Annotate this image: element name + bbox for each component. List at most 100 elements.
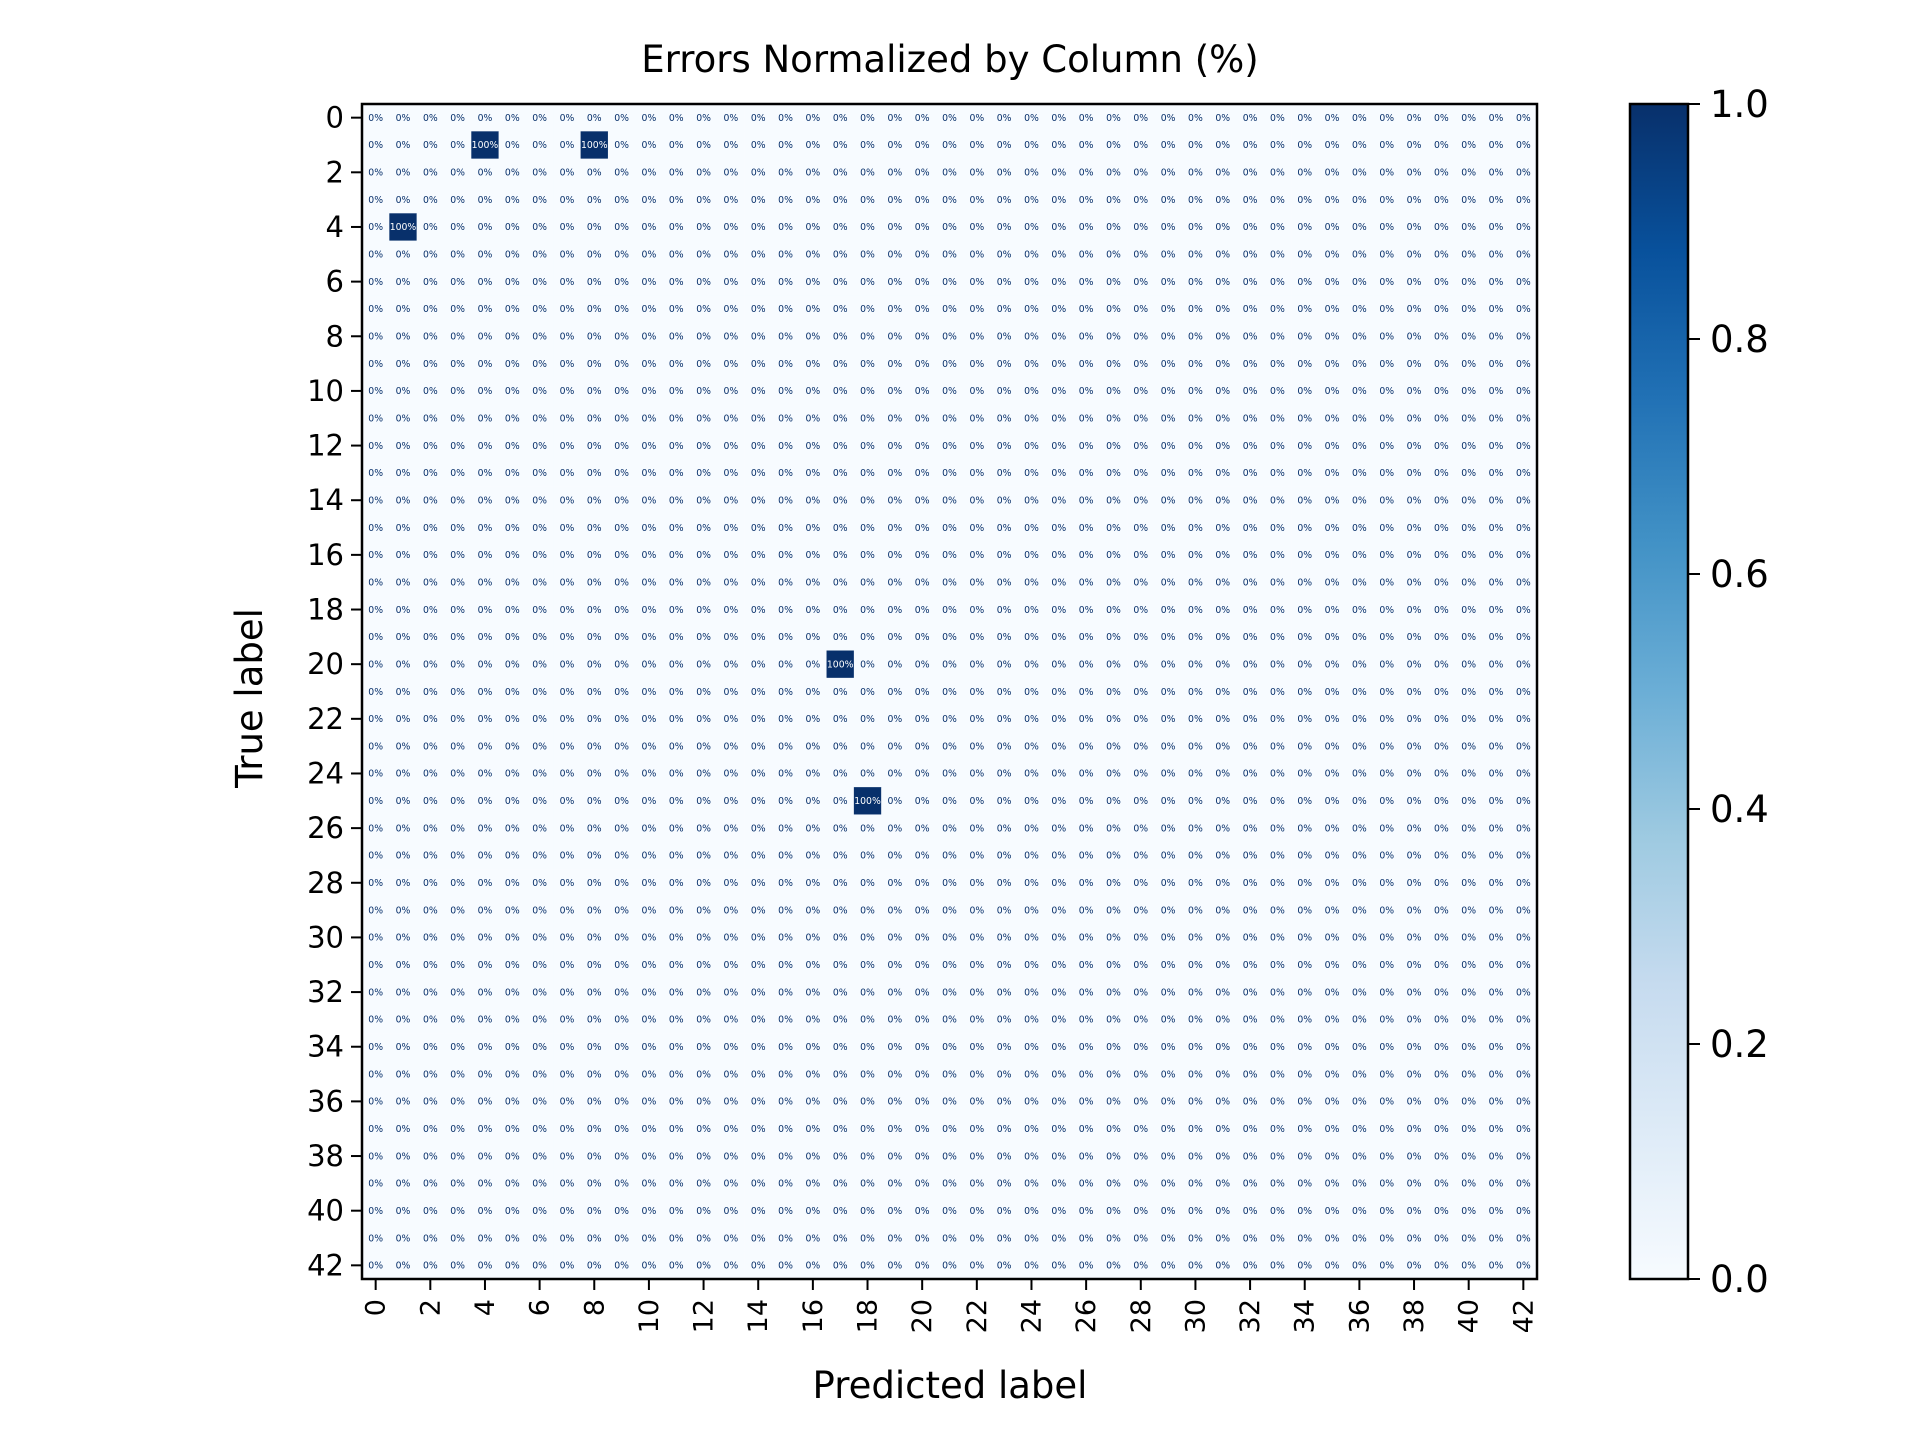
cell-value-label: 0%: [969, 1179, 984, 1190]
cell-value-label: 0%: [505, 304, 520, 315]
cell-value-label: 0%: [1161, 878, 1176, 889]
cell-value-label: 0%: [805, 113, 820, 124]
cell-value-label: 0%: [1270, 523, 1285, 534]
heatmap-cell: [963, 377, 991, 405]
heatmap-cell: [1072, 349, 1101, 378]
cell-value-label: 0%: [805, 413, 820, 424]
heatmap-cell: [635, 349, 663, 378]
cell-value-label: 0%: [1133, 168, 1148, 179]
heatmap-cell: [416, 185, 445, 214]
cell-value-label: 0%: [1461, 1042, 1476, 1053]
heatmap-cell: [1345, 595, 1374, 624]
cell-value-label: 0%: [423, 878, 438, 889]
cell-value-label: 0%: [915, 605, 930, 616]
heatmap-cell: [1181, 295, 1210, 323]
cell-value-label: 0%: [450, 140, 465, 151]
cell-value-label: 0%: [751, 1069, 766, 1080]
cell-value-label: 0%: [1079, 523, 1094, 534]
cell-value-label: 0%: [1243, 1042, 1258, 1053]
y-tick-label: 22: [307, 702, 344, 736]
heatmap-cell: [525, 595, 554, 624]
heatmap-cell: [881, 131, 909, 159]
cell-value-label: 0%: [1325, 222, 1340, 233]
heatmap-cell: [853, 623, 882, 651]
cell-value-label: 0%: [614, 796, 629, 807]
cell-value-label: 0%: [614, 359, 629, 370]
heatmap-cell: [1455, 431, 1483, 460]
heatmap-cell: [498, 650, 527, 679]
heatmap-cell: [1072, 322, 1101, 351]
cell-value-label: 0%: [833, 960, 848, 971]
heatmap-cell: [1291, 349, 1319, 378]
cell-value-label: 0%: [1188, 359, 1203, 370]
cell-value-label: 0%: [587, 769, 602, 780]
cell-value-label: 0%: [505, 632, 520, 643]
heatmap-cell: [1236, 131, 1265, 159]
heatmap-cell: [826, 295, 855, 323]
cell-value-label: 0%: [1297, 905, 1312, 916]
cell-value-label: 0%: [1024, 1069, 1039, 1080]
heatmap-cell: [580, 322, 609, 351]
heatmap-cell: [853, 568, 882, 597]
cell-value-label: 0%: [450, 823, 465, 834]
cell-value-label: 0%: [423, 714, 438, 725]
heatmap-cell: [389, 158, 417, 187]
heatmap-cell: [1045, 131, 1073, 159]
cell-value-label: 0%: [860, 495, 875, 506]
heatmap-cell: [963, 213, 991, 241]
cell-value-label: 0%: [423, 1042, 438, 1053]
cell-value-label: 0%: [1243, 769, 1258, 780]
cell-value-label: 0%: [1051, 1015, 1066, 1026]
heatmap-cell: [1318, 568, 1347, 597]
cell-value-label: 0%: [560, 1015, 575, 1026]
heatmap-cell: [635, 431, 663, 460]
cell-value-label: 0%: [1461, 1151, 1476, 1162]
cell-value-label: 0%: [1379, 796, 1394, 807]
heatmap-cell: [443, 541, 472, 569]
cell-value-label: 0%: [505, 250, 520, 261]
cell-value-label: 0%: [1024, 960, 1039, 971]
cell-value-label: 0%: [423, 386, 438, 397]
cell-value-label: 0%: [1325, 195, 1340, 206]
cell-value-label: 0%: [532, 113, 547, 124]
heatmap-cell: [1181, 541, 1210, 569]
cell-value-label: 0%: [1461, 605, 1476, 616]
heatmap-cell: [1455, 377, 1483, 405]
cell-value-label: 0%: [969, 769, 984, 780]
cell-value-label: 0%: [396, 359, 411, 370]
cell-value-label: 0%: [1051, 1233, 1066, 1244]
heatmap-cell: [1017, 431, 1046, 460]
cell-value-label: 0%: [1461, 332, 1476, 343]
cell-value-label: 0%: [915, 1233, 930, 1244]
cell-value-label: 0%: [1270, 905, 1285, 916]
cell-value-label: 0%: [969, 577, 984, 588]
cell-value-label: 0%: [1051, 277, 1066, 288]
heatmap-cell: [553, 322, 581, 351]
cell-value-label: 0%: [1024, 441, 1039, 452]
heatmap-cell: [1154, 213, 1183, 241]
cell-value-label: 0%: [1516, 823, 1531, 834]
cell-value-label: 0%: [915, 413, 930, 424]
heatmap-cell: [881, 595, 909, 624]
x-tick-label: 22: [962, 1299, 993, 1333]
cell-value-label: 0%: [1297, 523, 1312, 534]
cell-value-label: 0%: [915, 523, 930, 534]
heatmap-cell: [1373, 650, 1401, 679]
cell-value-label: 0%: [1379, 1042, 1394, 1053]
heatmap-cell: [1017, 377, 1046, 405]
cell-value-label: 0%: [860, 632, 875, 643]
heatmap-cell: [717, 213, 745, 241]
cell-value-label: 0%: [1051, 250, 1066, 261]
cell-value-label: 0%: [942, 823, 957, 834]
cell-value-label: 0%: [1461, 659, 1476, 670]
cell-value-label: 0%: [1325, 1015, 1340, 1026]
cell-value-label: 0%: [1161, 632, 1176, 643]
cell-value-label: 0%: [1297, 413, 1312, 424]
cell-value-label: 0%: [450, 577, 465, 588]
cell-value-label: 0%: [478, 960, 493, 971]
cell-value-label: 0%: [1133, 769, 1148, 780]
heatmap-cell: [662, 295, 691, 323]
heatmap-cell: [1181, 677, 1210, 706]
heatmap-cell: [498, 158, 527, 187]
cell-value-label: 0%: [1352, 1179, 1367, 1190]
